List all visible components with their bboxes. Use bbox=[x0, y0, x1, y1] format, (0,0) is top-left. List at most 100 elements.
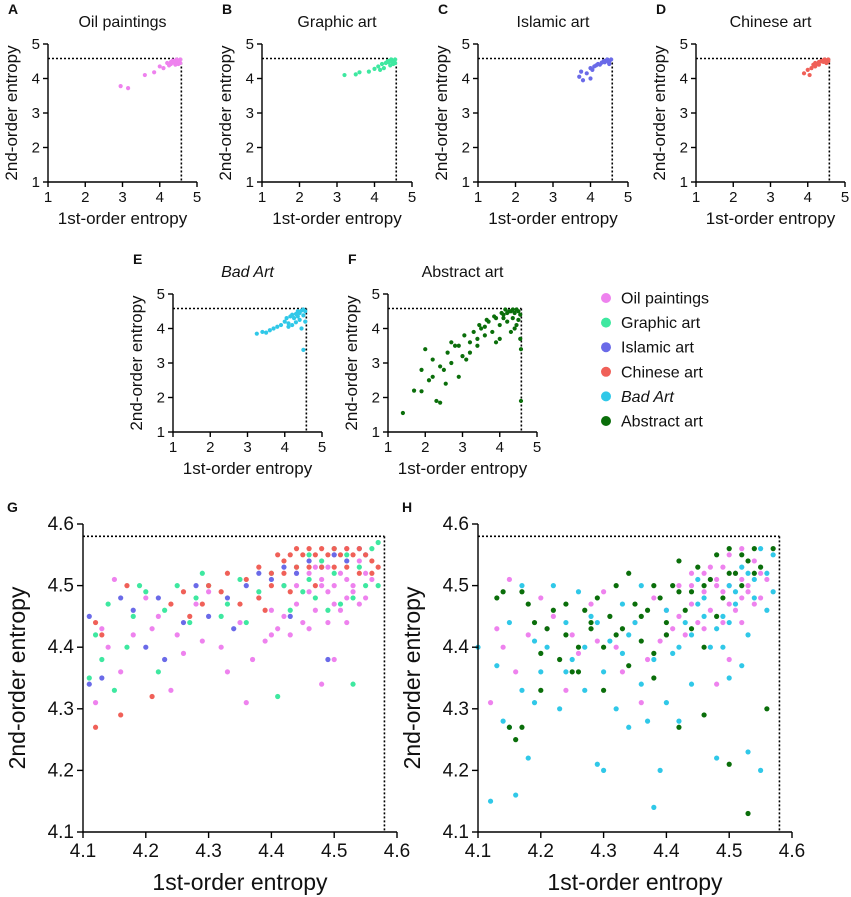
data-point-oil bbox=[249, 656, 256, 663]
data-point-graphic bbox=[363, 583, 369, 589]
series-chinese bbox=[801, 57, 831, 78]
data-point-abstract bbox=[510, 316, 515, 321]
data-point-chinese bbox=[369, 558, 375, 564]
data-point-oil bbox=[161, 66, 166, 71]
data-point-oil bbox=[174, 632, 180, 638]
data-point-abstract bbox=[701, 712, 707, 718]
data-point-graphic bbox=[99, 656, 105, 663]
x-tick-label: 4.4 bbox=[653, 841, 680, 862]
x-tick-label: 5 bbox=[533, 439, 541, 456]
x-tick-label: 5 bbox=[318, 439, 326, 456]
data-point-badart bbox=[732, 601, 739, 607]
series-graphic bbox=[86, 539, 381, 700]
data-point-oil bbox=[714, 576, 720, 583]
data-point-abstract bbox=[510, 307, 515, 312]
panel-letter: F bbox=[348, 251, 357, 267]
data-point-chinese bbox=[344, 564, 350, 570]
data-point-islamic bbox=[344, 558, 350, 564]
data-point-oil bbox=[331, 656, 337, 663]
series-islamic bbox=[86, 546, 369, 687]
x-tick-label: 5 bbox=[841, 189, 849, 206]
data-point-abstract bbox=[497, 336, 502, 341]
x-tick-label: 1 bbox=[44, 189, 52, 206]
data-point-oil bbox=[350, 583, 356, 589]
y-tick-label: 4.5 bbox=[443, 576, 469, 597]
data-point-islamic bbox=[224, 595, 231, 601]
data-point-chinese bbox=[168, 601, 174, 607]
legend-marker bbox=[601, 342, 611, 353]
data-point-abstract bbox=[494, 595, 500, 601]
data-point-chinese bbox=[805, 67, 810, 72]
data-point-badart bbox=[663, 607, 670, 613]
data-point-abstract bbox=[449, 340, 454, 345]
data-point-badart bbox=[594, 761, 600, 767]
data-point-badart bbox=[739, 663, 745, 669]
data-point-badart bbox=[494, 663, 500, 669]
data-point-islamic bbox=[155, 595, 161, 601]
y-axis-label: 2nd-order entropy bbox=[2, 45, 21, 181]
data-point-badart bbox=[601, 669, 607, 675]
data-point-chinese bbox=[816, 62, 822, 67]
data-point-graphic bbox=[325, 607, 331, 613]
data-point-badart bbox=[284, 316, 289, 321]
data-point-chinese bbox=[243, 576, 249, 583]
data-point-badart bbox=[295, 314, 300, 319]
data-point-abstract bbox=[438, 364, 443, 369]
data-point-abstract bbox=[676, 724, 682, 730]
data-point-oil bbox=[218, 644, 224, 650]
data-point-abstract bbox=[607, 613, 613, 620]
data-point-abstract bbox=[670, 583, 676, 589]
data-point-oil bbox=[350, 589, 356, 595]
data-point-abstract bbox=[411, 388, 417, 393]
data-point-abstract bbox=[582, 607, 588, 613]
x-tick-label: 2 bbox=[729, 189, 737, 206]
y-tick-label: 4.1 bbox=[443, 822, 469, 843]
data-point-islamic bbox=[580, 78, 586, 83]
data-point-oil bbox=[707, 607, 713, 613]
series-oil bbox=[118, 57, 183, 91]
data-point-oil bbox=[500, 644, 506, 650]
y-tick-label: 3 bbox=[157, 355, 165, 372]
data-point-badart bbox=[260, 329, 265, 335]
data-point-abstract bbox=[557, 656, 563, 663]
y-axis-label: 2nd-order entropy bbox=[399, 586, 425, 769]
data-point-oil bbox=[105, 644, 111, 650]
data-point-graphic bbox=[319, 558, 325, 564]
data-point-abstract bbox=[518, 347, 524, 352]
data-point-badart bbox=[619, 601, 626, 607]
data-point-islamic bbox=[606, 59, 611, 65]
legend-label: Graphic art bbox=[621, 315, 701, 332]
data-point-oil bbox=[125, 86, 131, 91]
data-point-abstract bbox=[482, 324, 487, 329]
x-axis-label: 1st-order entropy bbox=[272, 209, 402, 228]
data-point-badart bbox=[682, 619, 688, 626]
legend-label: Abstract art bbox=[621, 414, 703, 431]
data-point-badart bbox=[563, 619, 569, 626]
data-point-abstract bbox=[613, 632, 619, 638]
data-point-oil bbox=[168, 61, 174, 67]
data-point-oil bbox=[720, 564, 726, 570]
data-point-graphic bbox=[350, 595, 356, 601]
data-point-abstract bbox=[423, 347, 428, 352]
data-point-oil bbox=[224, 669, 231, 675]
data-point-oil bbox=[199, 638, 205, 644]
data-point-chinese bbox=[92, 619, 99, 626]
panel-letter: E bbox=[133, 251, 142, 267]
y-tick-label: 2 bbox=[32, 140, 40, 157]
data-point-abstract bbox=[688, 589, 695, 595]
data-point-oil bbox=[550, 613, 556, 620]
data-point-graphic bbox=[342, 72, 347, 78]
data-point-islamic bbox=[86, 613, 92, 620]
data-point-graphic bbox=[187, 619, 193, 626]
y-axis-label: 2nd-order entropy bbox=[650, 45, 669, 181]
data-point-oil bbox=[745, 589, 751, 595]
panel-c: 1 2 3 4 5 1 2 3 4 5 1st-order entropy 2nd-order ent… bbox=[432, 1, 632, 228]
data-point-badart bbox=[544, 644, 550, 650]
data-point-chinese bbox=[363, 552, 369, 558]
data-point-chinese bbox=[306, 546, 312, 552]
data-point-abstract bbox=[500, 589, 506, 595]
data-point-badart bbox=[569, 656, 575, 663]
x-tick-label: 4.6 bbox=[384, 841, 410, 862]
data-point-islamic bbox=[143, 644, 149, 650]
data-point-abstract bbox=[467, 340, 473, 345]
